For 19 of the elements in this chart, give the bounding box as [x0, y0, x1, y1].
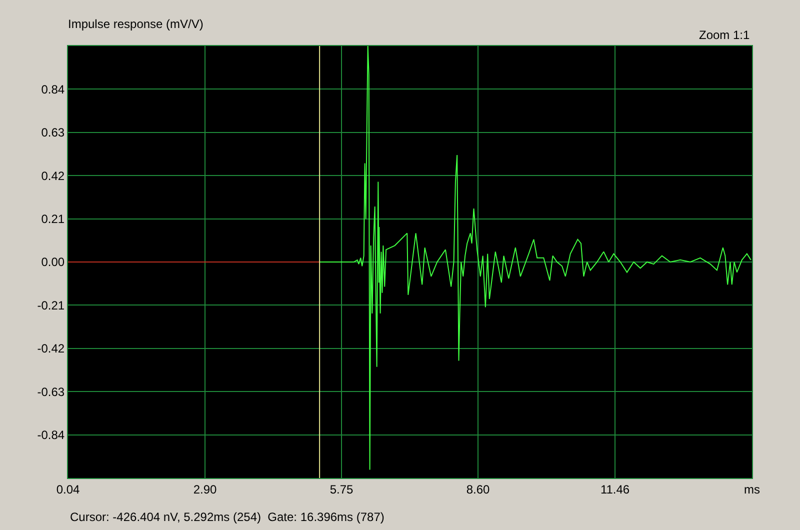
y-tick-label: 0.84	[41, 82, 65, 96]
y-tick-label: 0.63	[41, 126, 65, 140]
y-tick-label: 0.00	[41, 255, 65, 270]
y-tick-label: -0.21	[37, 298, 65, 312]
y-tick-label: -0.63	[37, 384, 65, 399]
y-tick-label: 0.21	[41, 212, 65, 226]
line-series	[319, 46, 752, 470]
x-tick-label: 11.46	[600, 482, 630, 496]
y-tick-label: -0.42	[37, 342, 65, 356]
x-tick-label: ms	[744, 482, 760, 496]
text: Zoom 1:1	[699, 28, 750, 42]
text: Cursor: -426.404 nV, 5.292ms (254) Gate: 16.396ms (787)	[70, 510, 384, 524]
x-tick-label: 2.90	[193, 482, 217, 496]
chart-title: Impulse response (mV/V)	[68, 17, 204, 32]
y-tick-label: 0.42	[41, 168, 65, 183]
x-tick-label: 5.75	[330, 482, 354, 496]
x-tick-label: 0.04	[56, 482, 80, 496]
y-tick-label: -0.84	[37, 428, 65, 442]
x-tick-label: 8.60	[466, 482, 490, 496]
